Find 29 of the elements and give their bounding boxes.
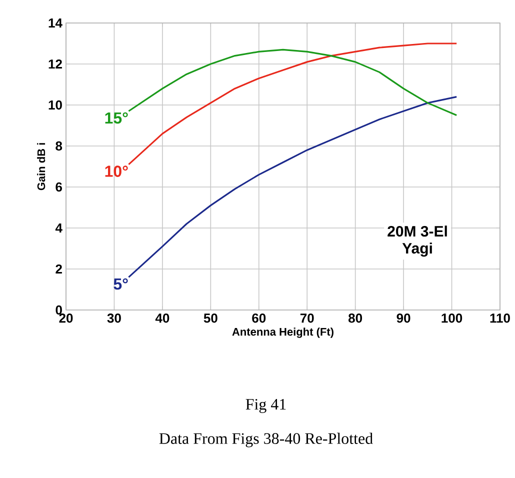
y-tick-label: 14 bbox=[48, 18, 62, 28]
y-tick-label: 10 bbox=[48, 100, 62, 110]
x-tick-label: 20 bbox=[59, 314, 73, 323]
y-tick-label: 12 bbox=[48, 59, 62, 69]
x-tick-label: 70 bbox=[300, 314, 314, 323]
series-label: 15° bbox=[105, 112, 128, 124]
series-label: 5° bbox=[114, 278, 128, 290]
x-tick-label: 100 bbox=[442, 314, 462, 323]
x-tick-label: 80 bbox=[348, 314, 362, 323]
line-series bbox=[128, 42, 458, 166]
y-tick-label: 8 bbox=[56, 141, 62, 151]
text: Data From Figs 38-40 Re-Plotted bbox=[159, 432, 373, 448]
y-axis-title: Gain dB i bbox=[37, 143, 46, 190]
annotation: Yagi bbox=[402, 242, 432, 257]
x-tick-label: 110 bbox=[490, 314, 510, 323]
x-tick-label: 50 bbox=[204, 314, 218, 323]
x-tick-label: 60 bbox=[252, 314, 266, 323]
x-tick-label: 90 bbox=[396, 314, 410, 323]
y-tick-label: 6 bbox=[56, 182, 62, 192]
y-tick-label: 4 bbox=[55, 224, 62, 232]
caption: Fig 41 bbox=[246, 398, 286, 414]
x-axis-title: Antenna Height (Ft) bbox=[232, 328, 334, 338]
series-label: 10° bbox=[105, 166, 128, 177]
y-tick-label: 0 bbox=[56, 305, 62, 315]
line-series bbox=[128, 48, 458, 116]
x-tick-label: 40 bbox=[155, 314, 170, 323]
x-tick-label: 30 bbox=[107, 314, 121, 323]
annotation: 20M 3-El bbox=[388, 226, 447, 237]
y-tick-label: 2 bbox=[56, 264, 62, 274]
